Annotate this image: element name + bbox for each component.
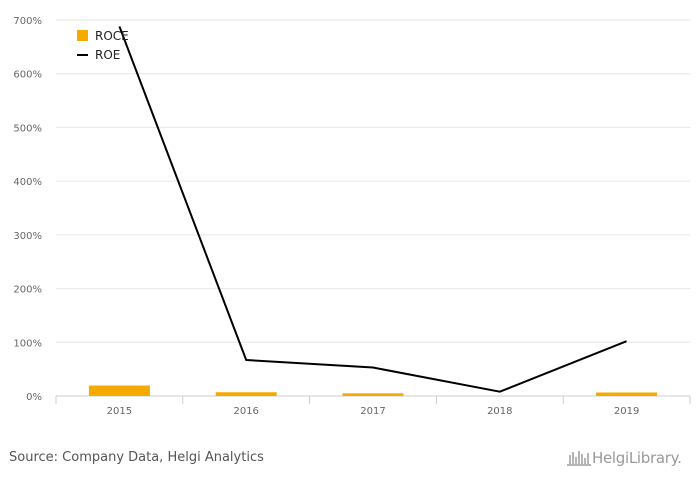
x-tick-label: 2015 — [107, 406, 132, 417]
x-tick-label: 2016 — [233, 406, 258, 417]
y-tick-label: 700% — [13, 16, 42, 27]
roce-bar — [215, 392, 277, 396]
roe-line — [118, 26, 627, 393]
roce-bar — [342, 393, 404, 396]
y-tick-label: 300% — [13, 231, 42, 242]
roce-bar — [596, 392, 658, 396]
legend-label-roce: ROCE — [95, 29, 129, 43]
y-axis-ticks: 0% 100% 200% 300% 400% 500% 600% 700% — [13, 16, 42, 403]
logo-text: HelgiLibrary. — [592, 449, 682, 467]
y-tick-label: 400% — [13, 177, 42, 188]
legend-swatch-roce — [77, 30, 88, 41]
source-note: Source: Company Data, Helgi Analytics — [9, 450, 264, 465]
x-tick-label: 2017 — [360, 406, 385, 417]
y-tick-label: 100% — [13, 338, 42, 349]
legend-label-roe: ROE — [95, 48, 120, 62]
legend: ROCE ROE — [77, 29, 129, 62]
grid — [56, 19, 690, 343]
y-tick-label: 600% — [13, 70, 42, 81]
y-tick-label: 200% — [13, 285, 42, 296]
roce-bars — [88, 385, 658, 396]
x-tick-label: 2018 — [487, 406, 512, 417]
y-tick-label: 500% — [13, 123, 42, 134]
library-books-icon — [567, 451, 591, 466]
chart: 0%100%200%300%400%500%600%700% 2015 2016 2… — [13, 16, 691, 417]
x-axis: 2015 2016 2017 2018 2019 — [55, 395, 691, 417]
x-tick-label: 2019 — [614, 406, 639, 417]
helgi-library-logo[interactable]: HelgiLibrary. — [566, 448, 682, 468]
y-tick-label: 0% — [26, 392, 42, 403]
roce-bar — [88, 385, 150, 396]
roe-line-group — [118, 26, 627, 393]
